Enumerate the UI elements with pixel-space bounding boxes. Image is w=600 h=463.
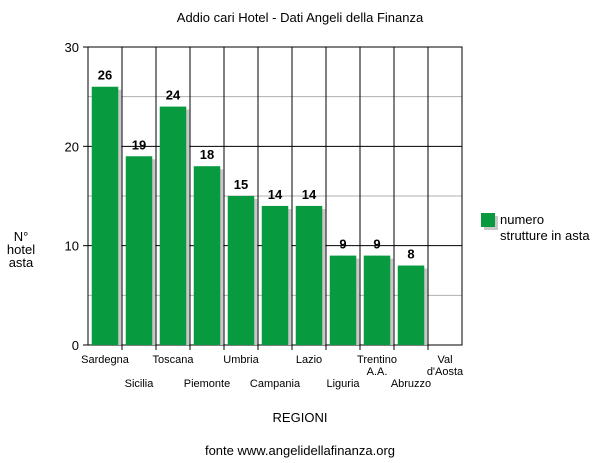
x-tick-label-line: Umbria bbox=[223, 354, 259, 366]
source-credit: fonte www.angelidellafinanza.org bbox=[204, 443, 396, 458]
data-label: 24 bbox=[166, 88, 181, 103]
x-tick-label-line: A.A. bbox=[367, 366, 388, 378]
x-tick-label: Sardegna bbox=[81, 354, 130, 366]
x-tick-label-line: Toscana bbox=[153, 354, 195, 366]
x-tick-label-line: Abruzzo bbox=[391, 378, 431, 390]
data-label: 14 bbox=[302, 187, 317, 202]
bar bbox=[125, 156, 153, 345]
x-tick-label-line: Sicilia bbox=[125, 378, 155, 390]
x-tick-label-line: Val bbox=[437, 354, 452, 366]
legend-label: numero strutture in asta bbox=[500, 212, 590, 243]
bar bbox=[295, 205, 323, 345]
data-label: 26 bbox=[98, 68, 112, 83]
x-axis-label: REGIONI bbox=[272, 410, 328, 425]
y-axis-label-line-2: hotel bbox=[6, 242, 36, 257]
x-tick-label: Val d'Aosta bbox=[427, 354, 464, 378]
y-tick-label: 30 bbox=[65, 40, 79, 55]
y-axis-label-line-3: asta bbox=[8, 255, 34, 270]
x-tick-label-line: Sardegna bbox=[81, 354, 130, 366]
x-tick-label: Liguria bbox=[326, 378, 360, 390]
bar bbox=[227, 196, 255, 345]
data-label: 9 bbox=[339, 237, 346, 252]
x-tick-label: Toscana bbox=[153, 354, 195, 366]
x-tick-label: Abruzzo bbox=[391, 378, 431, 390]
data-label: 15 bbox=[234, 177, 248, 192]
bar bbox=[261, 205, 289, 345]
data-label: 18 bbox=[200, 147, 214, 162]
bar bbox=[329, 255, 357, 345]
x-tick-label: Lazio bbox=[296, 354, 322, 366]
y-tick-label: 10 bbox=[65, 239, 79, 254]
x-tick-label-line: d'Aosta bbox=[427, 366, 464, 378]
y-tick-label: 20 bbox=[65, 139, 79, 154]
bar bbox=[193, 166, 221, 345]
x-tick-label-line: Campania bbox=[250, 378, 301, 390]
bar bbox=[159, 106, 187, 345]
x-tick-label: Sicilia bbox=[125, 378, 155, 390]
x-tick-label: Piemonte bbox=[184, 378, 230, 390]
x-tick-label-line: Piemonte bbox=[184, 378, 230, 390]
data-label: 8 bbox=[407, 247, 414, 262]
data-label: 9 bbox=[373, 237, 380, 252]
chart-title: Addio cari Hotel - Dati Angeli della Fin… bbox=[176, 10, 424, 25]
bar bbox=[91, 86, 119, 345]
x-tick-label-line: Liguria bbox=[326, 378, 360, 390]
legend-swatch bbox=[481, 213, 495, 227]
data-label: 19 bbox=[132, 137, 146, 152]
y-axis-label-line-1: N° bbox=[13, 229, 29, 244]
bar bbox=[397, 265, 425, 345]
data-label: 14 bbox=[268, 187, 283, 202]
x-tick-label: Umbria bbox=[223, 354, 259, 366]
x-tick-label: Campania bbox=[250, 378, 301, 390]
x-tick-label-line: Trentino bbox=[357, 354, 397, 366]
x-tick-label-line: Lazio bbox=[296, 354, 322, 366]
bar bbox=[363, 255, 391, 345]
x-tick-label: Trentino A.A. bbox=[357, 354, 397, 378]
y-tick-label: 0 bbox=[72, 338, 79, 353]
